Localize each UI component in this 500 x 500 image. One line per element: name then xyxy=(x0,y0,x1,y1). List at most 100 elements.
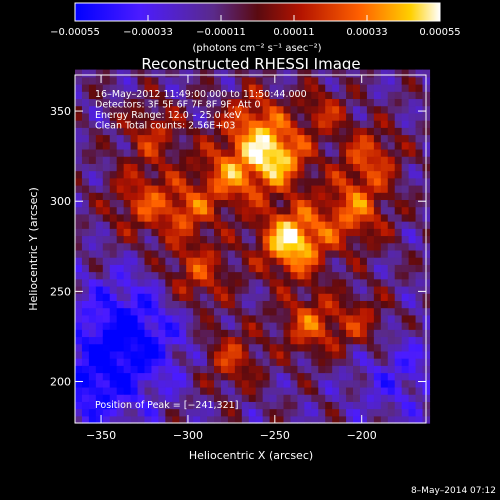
heatmap-cell xyxy=(193,350,201,359)
heatmap-cell xyxy=(297,206,305,215)
heatmap-cell xyxy=(220,192,229,201)
heatmap-cell xyxy=(311,184,319,193)
heatmap-cell xyxy=(137,379,146,388)
heatmap-cell xyxy=(158,365,166,374)
heatmap-cell xyxy=(401,192,410,201)
heatmap-cell xyxy=(387,206,396,215)
heatmap-cell xyxy=(359,264,368,273)
heatmap-cell xyxy=(332,163,340,172)
heatmap-cell xyxy=(339,394,347,402)
heatmap-cell xyxy=(255,257,264,265)
heatmap-cell xyxy=(276,293,285,301)
heatmap-cell xyxy=(88,307,97,316)
heatmap-cell xyxy=(339,271,347,280)
heatmap-cell xyxy=(165,249,173,258)
heatmap-cell xyxy=(158,408,166,417)
heatmap-cell xyxy=(75,91,83,100)
heatmap-cell xyxy=(276,221,285,229)
heatmap-cell xyxy=(353,199,361,208)
heatmap-cell xyxy=(123,379,132,388)
heatmap-cell xyxy=(353,148,361,157)
heatmap-cell xyxy=(297,307,305,316)
heatmap-cell xyxy=(95,105,104,114)
heatmap-cell xyxy=(332,221,340,229)
heatmap-cell xyxy=(290,84,299,92)
heatmap-cell xyxy=(81,300,90,309)
heatmap-cell xyxy=(95,249,104,258)
heatmap-cell xyxy=(394,134,403,143)
heatmap-cell xyxy=(158,69,166,78)
heatmap-cell xyxy=(200,386,208,395)
heatmap-cell xyxy=(401,170,410,179)
heatmap-cell xyxy=(339,91,347,100)
heatmap-cell xyxy=(394,300,403,309)
heatmap-cell xyxy=(75,249,83,258)
heatmap-cell xyxy=(144,221,153,229)
heatmap-cell xyxy=(255,394,264,402)
heatmap-cell xyxy=(130,285,139,294)
colorbar-units-label: (photons cm⁻² s⁻¹ asec⁻²) xyxy=(192,43,321,54)
heatmap-cell xyxy=(130,213,139,222)
colorbar-tick-label: −0.00011 xyxy=(196,27,246,38)
heatmap-cell xyxy=(380,329,389,338)
heatmap-cell xyxy=(116,105,125,114)
heatmap-cell xyxy=(332,358,340,366)
heatmap-cell xyxy=(339,170,347,179)
heatmap-cell xyxy=(88,177,97,186)
heatmap-cell xyxy=(262,206,271,215)
heatmap-cell xyxy=(373,105,382,114)
heatmap-cell xyxy=(81,184,90,193)
heatmap-cell xyxy=(227,350,236,359)
heatmap-cell xyxy=(200,415,208,424)
heatmap-cell xyxy=(109,285,118,294)
heatmap-cell xyxy=(75,314,83,323)
heatmap-cell xyxy=(158,148,166,157)
heatmap-cell xyxy=(248,69,257,78)
heatmap-cell xyxy=(144,365,153,374)
heatmap-cell xyxy=(172,134,180,143)
heatmap-cell xyxy=(130,221,139,229)
heatmap-cell xyxy=(123,365,132,374)
heatmap-cell xyxy=(318,105,326,114)
heatmap-cell xyxy=(241,235,250,244)
heatmap-cell xyxy=(179,156,187,164)
heatmap-cell xyxy=(130,264,139,273)
heatmap-cell xyxy=(179,148,187,157)
heatmap-cell xyxy=(325,329,333,338)
heatmap-cell xyxy=(179,199,187,208)
heatmap-cell xyxy=(214,394,222,402)
heatmap-cell xyxy=(248,127,257,136)
heatmap-cell xyxy=(353,264,361,273)
heatmap-cell xyxy=(408,221,417,229)
heatmap-cell xyxy=(339,184,347,193)
heatmap-cell xyxy=(193,192,201,201)
heatmap-cell xyxy=(325,206,333,215)
heatmap-cell xyxy=(137,206,146,215)
heatmap-cell xyxy=(359,228,368,237)
heatmap-cell xyxy=(186,322,194,330)
heatmap-cell xyxy=(304,322,312,330)
heatmap-cell xyxy=(276,307,285,316)
heatmap-cell xyxy=(380,415,389,424)
heatmap-cell xyxy=(165,76,173,85)
heatmap-cell xyxy=(214,235,222,244)
heatmap-cell xyxy=(332,192,340,201)
heatmap-cell xyxy=(158,300,166,309)
heatmap-cell xyxy=(109,69,118,78)
heatmap-cell xyxy=(241,163,250,172)
heatmap-cell xyxy=(144,372,153,381)
heatmap-cell xyxy=(172,221,180,229)
heatmap-cell xyxy=(193,257,201,265)
heatmap-cell xyxy=(276,271,285,280)
heatmap-cell xyxy=(200,98,208,107)
heatmap-cell xyxy=(137,372,146,381)
heatmap-cell xyxy=(380,192,389,201)
heatmap-cell xyxy=(248,91,257,100)
heatmap-cell xyxy=(290,358,299,366)
heatmap-cell xyxy=(81,350,90,359)
heatmap-cell xyxy=(283,148,292,157)
heatmap-cell xyxy=(415,264,424,273)
heatmap-cell xyxy=(151,285,160,294)
heatmap-cell xyxy=(234,350,243,359)
heatmap xyxy=(75,69,431,424)
